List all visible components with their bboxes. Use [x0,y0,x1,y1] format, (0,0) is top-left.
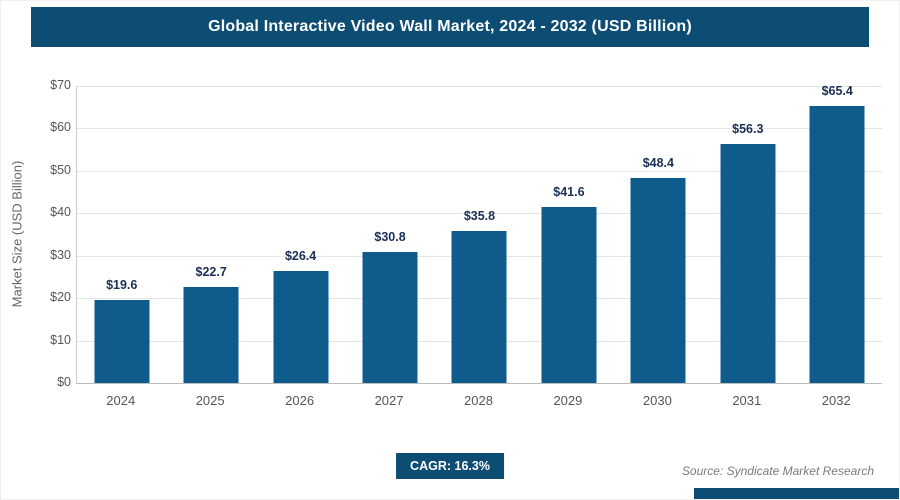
bar-value-label-2025: $22.7 [195,264,227,279]
y-tick-label: $0 [57,375,71,389]
bar-cell-2024: $19.6 [77,86,166,383]
bar-value-label-2032: $65.4 [821,83,853,98]
cagr-badge: CAGR: 16.3% [396,453,504,479]
bar-cell-2029: $41.6 [524,86,613,383]
bar-value-label-2026: $26.4 [284,249,317,263]
y-tick-label: $40 [50,205,71,220]
y-tick-label: $30 [50,247,71,262]
y-tick-label: $10 [50,332,71,347]
bar-cell-2031: $56.3 [703,86,792,383]
x-tick-label-2032: 2032 [821,393,851,408]
chart-title: Global Interactive Video Wall Market, 20… [208,18,692,35]
x-axis-tick-labels: 2024 2025 2026 2027 2028 2029 2030 2031 2032 [76,393,881,408]
gridline-50 [77,170,882,172]
bar-2026 [273,271,329,383]
bar-cell-2027: $30.8 [345,86,434,383]
bar-value-label-2027: $30.8 [374,230,406,245]
y-tick-label: $50 [50,162,71,177]
bar-value-label-2024: $19.6 [106,277,138,292]
bar-series: $19.6 $22.7 $26.4 $30.8 $35.8 $41.6 $48.4 $56.3… [77,84,882,383]
bar-cell-2032: $65.4 [793,84,882,383]
gridline-70 [77,86,882,87]
bar-2024 [94,299,150,383]
bar-2029 [541,206,597,383]
bar-cell-2030: $48.4 [614,86,703,383]
x-tick-label-2027: 2027 [374,393,404,408]
x-tick-label-2030: 2030 [642,393,672,408]
bar-2032 [809,105,865,383]
bar-value-label-2031: $56.3 [732,122,764,137]
x-tick-label-2031: 2031 [732,393,762,408]
bar-value-label-2028: $35.8 [463,209,496,224]
chart-title-bar: Global Interactive Video Wall Market, 20… [31,7,869,47]
y-tick-label: $70 [50,78,71,92]
x-tick-label-2029: 2029 [553,393,583,408]
plot-area: $19.6 $22.7 $26.4 $30.8 $35.8 $41.6 $48.4 $56.3… [76,84,882,384]
x-tick-label-2026: 2026 [285,393,315,408]
x-tick-label-2028: 2028 [464,393,493,408]
bar-2028 [451,231,507,383]
bottom-accent-strip [694,488,899,499]
y-tick-label: $60 [50,120,71,135]
x-tick-label-2025: 2025 [195,393,225,408]
source-attribution: Source: Syndicate Market Research [681,464,874,478]
bar-value-label-2030: $48.4 [642,155,674,170]
gridline-60 [77,128,882,130]
bar-2031 [720,144,776,383]
bar-cell-2028: $35.8 [435,86,524,383]
bar-2027 [362,252,418,383]
x-tick-label-2024: 2024 [106,393,136,408]
y-axis-title: Market Size (USD Billion) [9,160,25,308]
bar-cell-2025: $22.7 [166,86,255,383]
bar-2025 [183,286,239,383]
gridline-40 [77,213,882,215]
bar-value-label-2029: $41.6 [553,184,585,199]
bar-cell-2026: $26.4 [256,86,345,383]
bar-2030 [630,177,686,383]
y-tick-label: $20 [50,290,71,305]
